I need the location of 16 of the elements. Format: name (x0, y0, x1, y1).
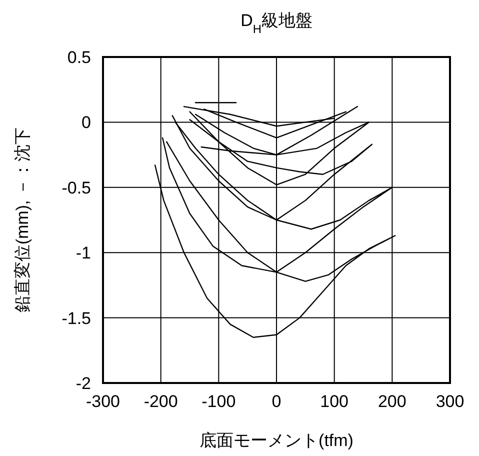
y-tick-label: -0.5 (62, 178, 91, 198)
chart-title: D$_{H}$級地盤 (240, 11, 312, 36)
x-tick-label: -100 (202, 392, 236, 411)
x-tick-label: 300 (436, 392, 464, 411)
y-tick-label: 0 (82, 113, 91, 132)
x-tick-label: 200 (378, 392, 406, 411)
x-tick-label: 100 (320, 392, 349, 411)
y-tick-label: -1 (76, 244, 91, 263)
y-tick-label: -1.5 (62, 308, 91, 328)
y-tick-label: 0.5 (67, 48, 91, 67)
x-tick-label: -200 (144, 392, 178, 411)
y-tick-label: -2 (76, 374, 91, 393)
y-axis-title: 鉛直変位(mm), －：沈下 (13, 127, 32, 313)
x-tick-label: -300 (86, 392, 120, 411)
x-tick-label: 0 (272, 392, 282, 411)
x-axis-title: 底面モーメント(tfm) (200, 431, 354, 450)
